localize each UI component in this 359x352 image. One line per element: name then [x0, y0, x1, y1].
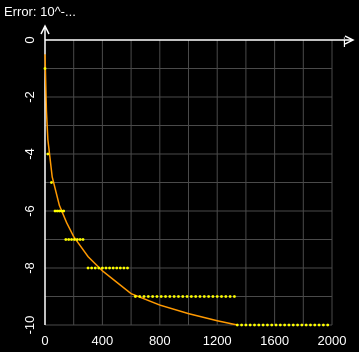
point: [202, 295, 206, 298]
point: [211, 295, 215, 298]
point: [90, 266, 94, 270]
point: [164, 295, 167, 298]
point: [138, 295, 142, 298]
x-tick-label: 800: [149, 333, 171, 348]
x-tick-label: 0: [41, 333, 48, 348]
y-tick-label: -10: [22, 316, 37, 335]
point: [104, 266, 108, 270]
point: [70, 238, 73, 241]
point: [50, 181, 53, 184]
point: [185, 295, 189, 298]
y-tick-label: -4: [22, 148, 37, 160]
point: [270, 323, 274, 327]
point: [278, 323, 282, 327]
curve: [44, 54, 238, 326]
point: [198, 295, 202, 298]
point: [62, 209, 66, 213]
point: [287, 323, 291, 327]
point: [126, 266, 129, 270]
point: [64, 238, 68, 241]
x-tick-label: 1600: [260, 333, 289, 348]
point: [257, 323, 261, 327]
y-axis-arrow: [40, 24, 50, 35]
point: [151, 295, 155, 298]
point: [78, 238, 82, 241]
y-tick-label: -8: [22, 262, 37, 274]
point: [172, 295, 176, 298]
point: [326, 323, 330, 327]
y-tick-label: -6: [22, 205, 37, 217]
point: [228, 295, 232, 298]
x-tick-label: 1200: [203, 333, 232, 348]
point: [46, 152, 50, 156]
point: [304, 323, 308, 327]
point: [177, 295, 180, 298]
point: [266, 323, 269, 327]
point: [43, 67, 47, 70]
point: [111, 266, 115, 270]
point: [244, 323, 248, 327]
x-axis-title: i: [343, 35, 346, 50]
point: [309, 323, 312, 327]
point: [97, 266, 101, 270]
point: [142, 295, 146, 298]
point: [101, 266, 104, 270]
point: [300, 323, 304, 327]
point: [283, 323, 287, 327]
point: [291, 323, 295, 327]
point: [207, 295, 210, 298]
point: [296, 323, 299, 327]
point: [189, 295, 193, 298]
point: [93, 266, 97, 270]
point: [57, 209, 61, 213]
point: [134, 295, 137, 298]
y-tick-label: -2: [22, 91, 37, 103]
point: [115, 266, 119, 270]
point: [86, 266, 90, 270]
point: [248, 323, 252, 327]
point: [60, 209, 63, 213]
point: [261, 323, 265, 327]
point: [118, 266, 122, 270]
point: [317, 323, 321, 327]
point: [155, 295, 159, 298]
point: [253, 323, 256, 327]
point: [194, 295, 198, 298]
y-tick-label: 0: [22, 36, 37, 43]
point: [181, 295, 185, 298]
point: [224, 295, 228, 298]
point: [75, 238, 79, 241]
point: [55, 209, 59, 213]
point: [146, 295, 150, 298]
point: [168, 295, 172, 298]
point: [108, 266, 111, 270]
point: [220, 295, 223, 298]
point: [313, 323, 317, 327]
point: [274, 323, 278, 327]
point: [67, 238, 71, 241]
point: [53, 209, 57, 213]
y-axis-title: Error: 10^-...: [4, 4, 76, 19]
x-axis-arrow: [344, 35, 355, 45]
point: [122, 266, 126, 270]
point: [240, 323, 243, 327]
point: [81, 238, 85, 241]
point: [321, 323, 325, 327]
x-tick-label: 400: [92, 333, 114, 348]
x-tick-label: 2000: [318, 333, 347, 348]
point: [159, 295, 163, 298]
point: [73, 238, 76, 241]
point: [235, 323, 239, 327]
point: [233, 295, 236, 298]
point: [215, 295, 219, 298]
